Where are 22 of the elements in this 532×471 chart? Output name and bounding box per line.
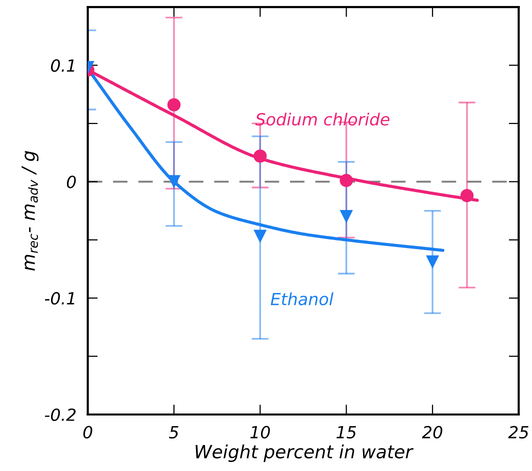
x-axis-title: Weight percent in water	[196, 444, 414, 462]
series-label: Sodium chloride	[255, 112, 390, 126]
x-tick-label: 0	[83, 426, 92, 438]
point	[254, 149, 267, 163]
text: Ethanol	[270, 292, 334, 306]
x-tick-label: 10	[250, 426, 270, 438]
x-tick-label: 15	[336, 426, 356, 438]
y-tick-label: -0.1	[44, 292, 74, 305]
point	[167, 98, 181, 112]
point	[426, 255, 440, 269]
y-tick-label: 0.1	[50, 59, 74, 72]
point	[460, 189, 474, 202]
y-tick-label: 0	[66, 176, 76, 188]
x-tick-label: 20	[422, 426, 442, 438]
x-tick-label: 5	[168, 426, 178, 438]
x-tick-label: 25	[508, 426, 528, 438]
point	[340, 174, 353, 188]
point	[340, 210, 353, 224]
point	[167, 175, 181, 188]
point	[254, 230, 267, 243]
y-axis-title: m$_{rec}$- m$_{adv}$ / g	[22, 151, 39, 271]
y-tick-label: -0.2	[44, 408, 76, 422]
